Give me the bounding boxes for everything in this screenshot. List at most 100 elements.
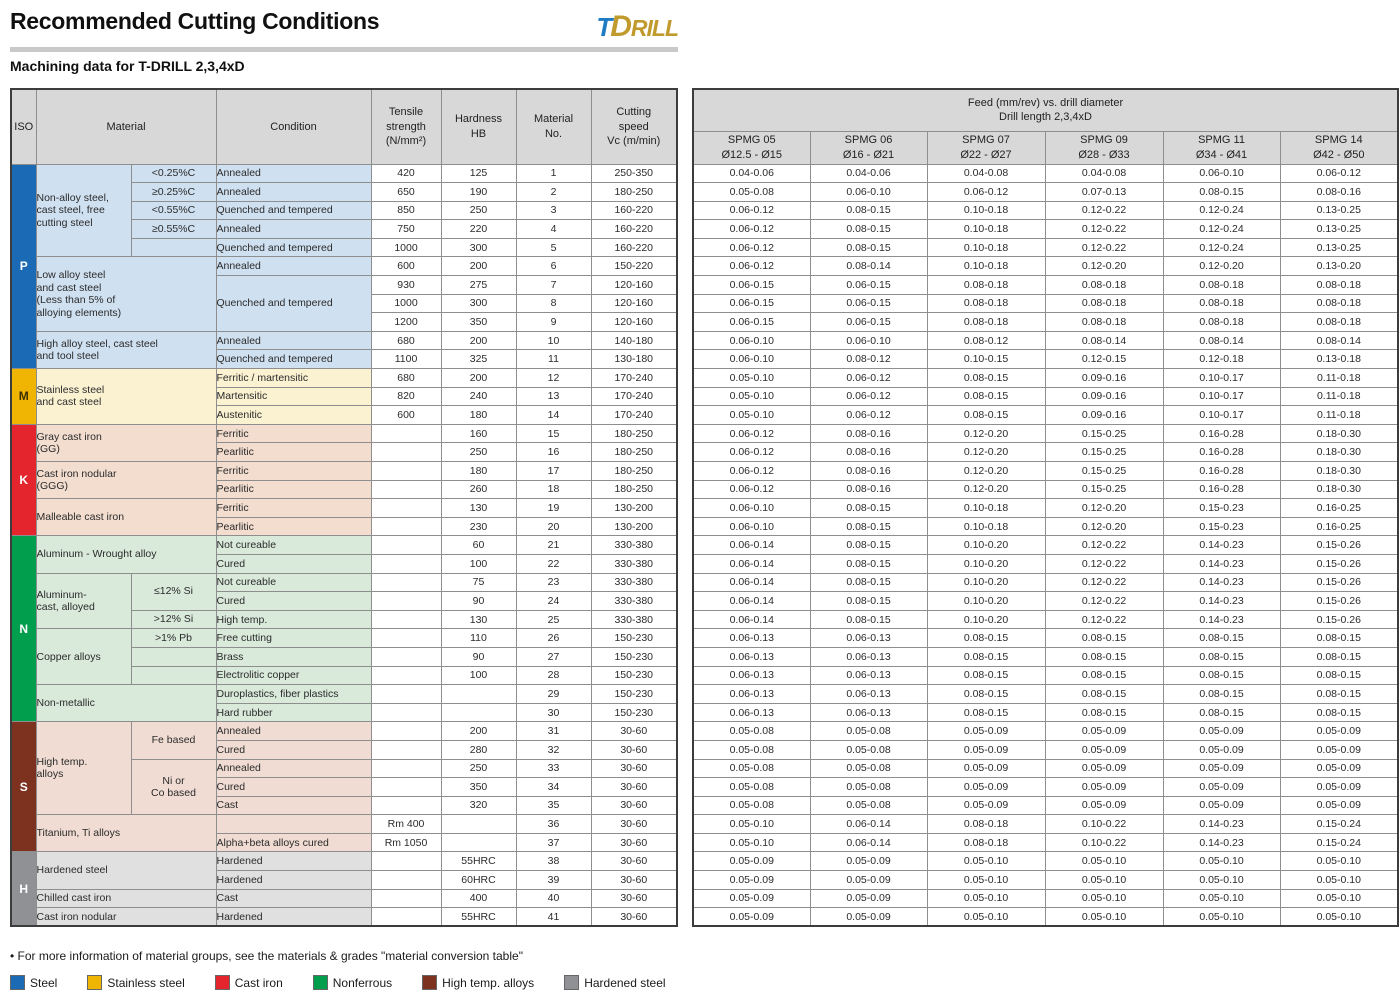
material-no-cell: 8 (515, 293, 592, 314)
feed-cell: 0.16-0.28 (1162, 442, 1281, 462)
material-no-cell: 40 (515, 888, 592, 909)
legend-item: Steel (10, 975, 58, 991)
tensile-cell (370, 461, 442, 481)
condition-cell: Annealed (215, 330, 372, 351)
feed-cell: 0.08-0.15 (926, 405, 1046, 425)
tensile-cell (370, 721, 442, 741)
feed-cell: 0.05-0.09 (1162, 739, 1281, 760)
hardness-cell: 325 (440, 349, 517, 370)
feed-cell: 0.06-0.14 (809, 814, 928, 834)
feed-cell: 0.05-0.10 (1044, 907, 1164, 927)
condition-cell: Cured (215, 739, 372, 760)
condition-cell: Cured (215, 553, 372, 574)
feed-col-header: SPMG 05 Ø12.5 - Ø15 (692, 130, 811, 165)
footnote: • For more information of material group… (10, 949, 523, 964)
condition-cell: Ferritic (215, 423, 372, 444)
speed-cell: 30-60 (590, 758, 678, 779)
feed-cell: 0.05-0.09 (1279, 795, 1399, 816)
speed-cell: 160-220 (590, 200, 678, 221)
material-no-cell: 16 (515, 442, 592, 462)
feed-cell: 0.05-0.09 (1279, 721, 1399, 741)
tensile-cell: 820 (370, 386, 442, 407)
feed-cell: 0.06-0.14 (809, 832, 928, 853)
feed-cell: 0.05-0.08 (692, 795, 811, 816)
legend-swatch (422, 975, 438, 991)
feed-cell: 0.05-0.09 (926, 758, 1046, 779)
legend-item: Stainless steel (87, 975, 185, 991)
speed-cell: 330-380 (590, 609, 678, 630)
tensile-cell: 1000 (370, 237, 442, 258)
feed-cell: 0.05-0.09 (692, 870, 811, 890)
feed-cell: 0.10-0.17 (1162, 386, 1281, 407)
feed-cell: 0.13-0.20 (1279, 256, 1399, 277)
condition-cell: Hardened (215, 851, 372, 872)
feed-cell: 0.05-0.10 (692, 814, 811, 834)
hardness-cell: 75 (440, 572, 517, 593)
feed-cell: 0.06-0.13 (692, 684, 811, 704)
feed-cell: 0.06-0.13 (809, 702, 928, 723)
material-no-cell: 5 (515, 237, 592, 258)
condition-cell: Pearlitic (215, 516, 372, 537)
col-header-material: Material (35, 88, 217, 165)
material-no-cell: 7 (515, 275, 592, 295)
material-no-cell: 19 (515, 498, 592, 518)
material-no-cell: 15 (515, 423, 592, 444)
hardness-cell: 275 (440, 275, 517, 295)
speed-cell: 30-60 (590, 739, 678, 760)
feed-cell: 0.06-0.12 (809, 405, 928, 425)
feed-cell: 0.08-0.16 (809, 423, 928, 444)
condition-cell: Annealed (215, 256, 372, 277)
hardness-cell (440, 684, 517, 704)
tensile-cell (370, 907, 442, 927)
tdrill-logo: TDRILL (596, 10, 679, 44)
hardness-cell: 180 (440, 461, 517, 481)
condition-cell: Ferritic / martensitic (215, 368, 372, 388)
feed-cell: 0.05-0.09 (1044, 758, 1164, 779)
feed-cell: 0.06-0.10 (692, 349, 811, 370)
feed-cell: 0.14-0.23 (1162, 535, 1281, 555)
speed-cell: 140-180 (590, 330, 678, 351)
feed-cell: 0.08-0.18 (926, 832, 1046, 853)
feed-cell: 0.10-0.18 (926, 200, 1046, 221)
feed-cell: 0.09-0.16 (1044, 386, 1164, 407)
condition-cell: Not cureable (215, 535, 372, 555)
material-cell: Hardened steel (35, 851, 217, 890)
feed-cell: 0.06-0.10 (809, 182, 928, 202)
tensile-cell (370, 870, 442, 890)
hardness-cell: 240 (440, 386, 517, 407)
feed-cell: 0.14-0.23 (1162, 553, 1281, 574)
feed-cell: 0.05-0.10 (692, 386, 811, 407)
title-divider (10, 47, 678, 52)
feed-cell: 0.05-0.09 (1162, 777, 1281, 797)
feed-cell: 0.10-0.20 (926, 535, 1046, 555)
legend-label: Steel (30, 975, 58, 990)
feed-cell: 0.05-0.09 (1279, 758, 1399, 779)
tensile-cell (370, 442, 442, 462)
page-header: Recommended Cutting Conditions TDRILL (10, 8, 679, 44)
feed-cell: 0.08-0.18 (1279, 312, 1399, 332)
feed-cell: 0.10-0.22 (1044, 814, 1164, 834)
condition-cell: Hardened (215, 907, 372, 927)
speed-cell: 330-380 (590, 535, 678, 555)
hardness-cell: 200 (440, 330, 517, 351)
tables-container: ISO Material Condition Tensile strength … (10, 88, 1400, 928)
feed-cell: 0.06-0.12 (692, 256, 811, 277)
material-cell: High temp. alloys (35, 721, 131, 816)
feed-cell: 0.12-0.20 (1162, 256, 1281, 277)
col-header-tensile: Tensile strength (N/mm²) (370, 88, 442, 165)
feed-cell: 0.08-0.15 (1162, 628, 1281, 648)
speed-cell: 150-230 (590, 702, 678, 723)
feed-cell: 0.05-0.08 (809, 795, 928, 816)
condition-cell: Ferritic (215, 461, 372, 481)
feed-cell: 0.06-0.13 (692, 665, 811, 686)
feed-cell: 0.05-0.10 (1044, 870, 1164, 890)
speed-cell: 170-240 (590, 368, 678, 388)
speed-cell: 150-220 (590, 256, 678, 277)
speed-cell: 170-240 (590, 386, 678, 407)
condition-cell: Cast (215, 888, 372, 909)
material-no-cell: 20 (515, 516, 592, 537)
feed-cell: 0.08-0.18 (1162, 293, 1281, 314)
feed-cell: 0.10-0.17 (1162, 405, 1281, 425)
feed-cell: 0.18-0.30 (1279, 423, 1399, 444)
